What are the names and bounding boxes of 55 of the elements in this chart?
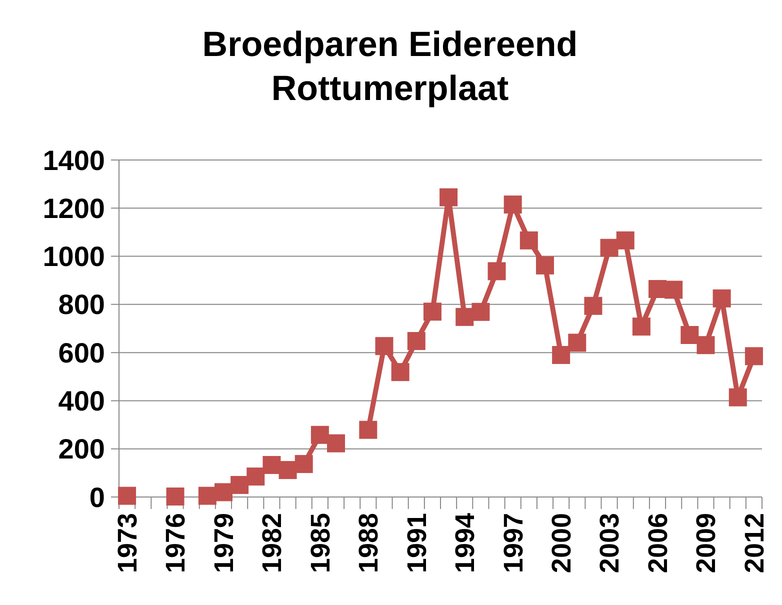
- point: [552, 346, 570, 364]
- x-tick-label: 2000: [546, 513, 577, 574]
- y-tick-label: 1200: [42, 192, 105, 224]
- point: [520, 231, 538, 250]
- x-tick-label: 2012: [739, 513, 770, 574]
- point: [118, 486, 136, 505]
- y-tick-label: 200: [58, 434, 105, 465]
- x-tick-label: 1976: [160, 513, 191, 574]
- point: [504, 196, 522, 214]
- y-tick-label: 400: [58, 386, 105, 417]
- x-tick-label: 2006: [642, 513, 673, 574]
- point: [423, 302, 442, 321]
- x-tick-label: 1997: [498, 513, 528, 574]
- point: [246, 468, 265, 486]
- point: [568, 334, 586, 352]
- point: [616, 231, 634, 250]
- y-tick-label: 1000: [42, 241, 105, 272]
- x-tick-label: 1985: [305, 513, 336, 574]
- y-tick-label: 1400: [42, 144, 105, 176]
- x-tick-label: 2003: [594, 513, 625, 574]
- x-tick-label: 1973: [112, 513, 142, 574]
- point: [696, 336, 715, 354]
- point: [712, 289, 731, 308]
- point: [472, 302, 490, 321]
- point: [166, 488, 184, 506]
- y-tick-label: 600: [58, 337, 105, 368]
- point: [744, 347, 763, 366]
- chart-title: Broedparen Eidereend Rottumerplaat: [202, 25, 578, 108]
- x-tick-label: 1994: [450, 513, 480, 574]
- point: [728, 388, 747, 406]
- y-tick-label: 0: [89, 482, 105, 513]
- x-tick-label: 1991: [402, 513, 432, 574]
- point: [359, 420, 378, 439]
- point: [680, 326, 699, 344]
- point: [664, 280, 683, 299]
- point: [262, 456, 281, 474]
- point: [600, 238, 618, 257]
- point: [632, 318, 650, 336]
- point: [456, 308, 474, 326]
- point: [440, 188, 458, 206]
- x-tick-label: 1979: [208, 513, 239, 574]
- point: [198, 486, 216, 505]
- point: [391, 363, 410, 382]
- x-tick-label: 1988: [354, 513, 384, 574]
- point: [294, 455, 313, 474]
- point: [375, 337, 394, 356]
- point: [310, 426, 329, 444]
- x-tick-label: 2009: [691, 513, 722, 574]
- x-tick-label: 1982: [257, 513, 288, 574]
- point: [584, 296, 602, 315]
- point: [536, 256, 554, 274]
- point: [488, 262, 506, 280]
- point: [327, 434, 346, 452]
- y-tick-label: 800: [58, 289, 105, 320]
- point: [407, 332, 426, 350]
